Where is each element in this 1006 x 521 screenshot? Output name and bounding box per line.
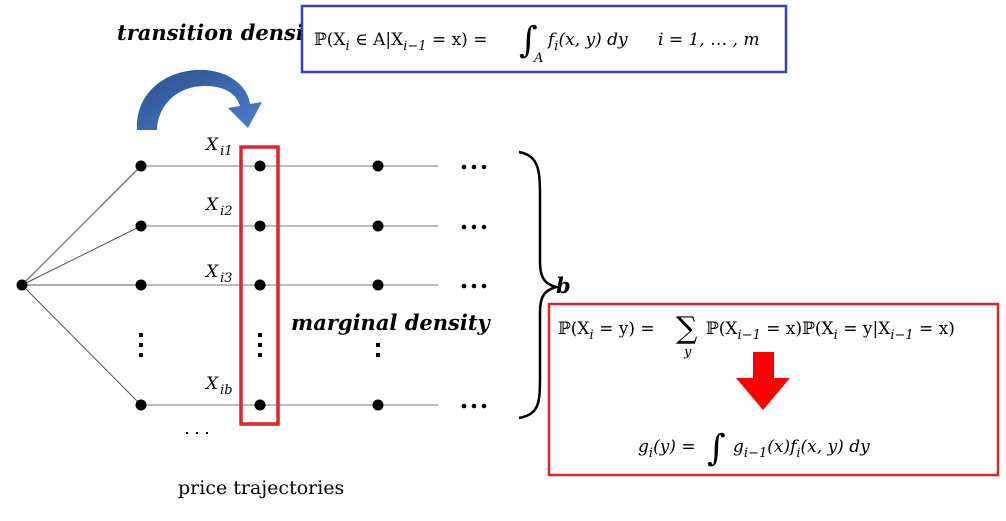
svg-text:Xi1: Xi1 — [204, 135, 233, 159]
node — [254, 279, 266, 291]
transition-formula-box — [300, 4, 788, 74]
node — [372, 220, 384, 232]
transition-density-label: transition density — [117, 20, 328, 45]
recursion-formula: gi(y) = ∫ gi−1(x)fi(x, y) dy — [638, 428, 870, 469]
svg-text:gi(y) =: gi(y) = — [638, 437, 696, 461]
svg-text:y: y — [683, 345, 692, 360]
svg-text:fi(x, y) dy: fi(x, y) dy — [546, 30, 628, 54]
curly-brace — [518, 150, 561, 420]
svg-text:Xib: Xib — [204, 374, 233, 398]
svg-text:i = 1, … , m: i = 1, … , m — [658, 30, 759, 50]
down-arrow — [736, 352, 790, 410]
highlight-column — [239, 145, 280, 426]
node — [254, 220, 266, 232]
svg-text:ℙ(Xi ∈ A|Xi−1 = x) =: ℙ(Xi ∈ A|Xi−1 = x) = — [314, 30, 487, 54]
node — [254, 399, 266, 411]
transition-arrow — [136, 69, 262, 130]
price-trajectories-caption: price trajectories — [178, 477, 344, 499]
node — [372, 160, 384, 172]
node — [254, 160, 266, 172]
b-label: b — [556, 273, 571, 298]
svg-text:gi−1(x)fi(x, y) dy: gi−1(x)fi(x, y) dy — [733, 437, 870, 461]
node — [135, 399, 147, 411]
svg-text:∑: ∑ — [676, 311, 698, 346]
svg-text:ℙ(Xi = y) =: ℙ(Xi = y) = — [558, 319, 655, 343]
svg-text:Xi2: Xi2 — [204, 195, 233, 219]
node — [372, 399, 384, 411]
horizontal-ellipsis — [461, 164, 487, 409]
svg-text:A: A — [533, 51, 543, 66]
marginal-formula: ℙ(Xi = y) = ∑ y ℙ(Xi−1 = x)ℙ(Xi = y|Xi−1… — [558, 311, 955, 360]
node — [135, 220, 147, 232]
svg-text:∫: ∫ — [519, 20, 538, 61]
node — [135, 279, 147, 291]
fan-lines — [21, 165, 142, 406]
svg-text:∫: ∫ — [707, 428, 726, 469]
vertical-ellipsis — [139, 333, 380, 434]
svg-text:ℙ(Xi−1 = x)ℙ(Xi = y|Xi−1 = x): ℙ(Xi−1 = x)ℙ(Xi = y|Xi−1 = x) — [706, 319, 955, 343]
root-node — [16, 279, 28, 291]
nodes — [16, 160, 384, 411]
node — [372, 279, 384, 291]
node — [135, 160, 147, 172]
svg-text:Xi3: Xi3 — [204, 262, 233, 286]
transition-formula: ℙ(Xi ∈ A|Xi−1 = x) = ∫ A fi(x, y) dy i =… — [314, 20, 759, 66]
marginal-density-label: marginal density — [291, 310, 492, 335]
trajectory-lines — [141, 165, 438, 406]
